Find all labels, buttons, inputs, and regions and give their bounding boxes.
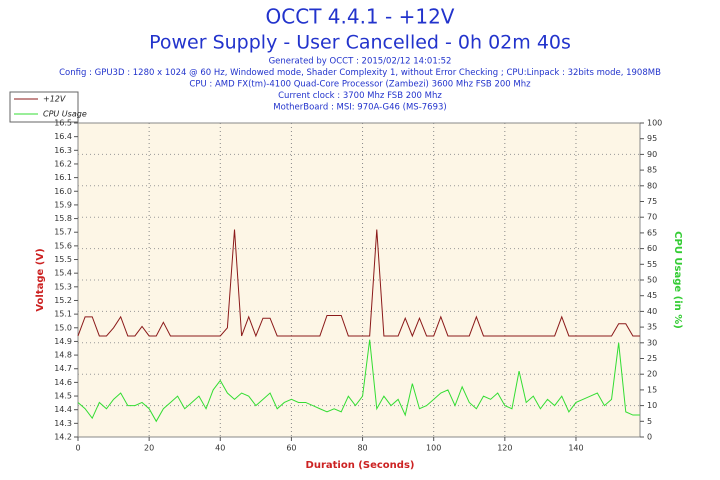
info-line: CPU : AMD FX(tm)-4100 Quad-Core Processo… [189, 80, 531, 90]
y2-tick-label: 70 [647, 213, 657, 222]
y2-tick-label: 25 [647, 354, 657, 363]
y-tick-label: 15.5 [54, 255, 72, 264]
y-tick-label: 15.4 [54, 269, 72, 278]
y2-tick-label: 90 [647, 150, 657, 159]
y-tick-label: 15.6 [54, 241, 72, 250]
y-tick-label: 14.5 [54, 392, 72, 401]
y2-tick-label: 0 [647, 433, 652, 442]
y2-tick-label: 30 [647, 338, 657, 347]
y-tick-label: 16.1 [54, 173, 72, 182]
y2-tick-label: 10 [647, 401, 657, 410]
y2-axis-label: CPU Usage (in %) [672, 231, 683, 329]
info-line: Config : GPU3D : 1280 x 1024 @ 60 Hz, Wi… [59, 68, 661, 78]
info-line: Generated by OCCT : 2015/02/12 14:01:52 [269, 57, 452, 67]
x-axis-label: Duration (Seconds) [306, 460, 415, 471]
y-tick-label: 16.5 [54, 119, 72, 128]
x-tick-label: 80 [357, 444, 367, 453]
y2-tick-label: 75 [647, 197, 657, 206]
y2-tick-label: 85 [647, 166, 657, 175]
series-line [77, 339, 640, 423]
x-tick-label: 20 [144, 444, 154, 453]
x-tick-label: 40 [215, 444, 225, 453]
y-tick-label: 14.8 [54, 351, 72, 360]
legend-label: CPU Usage [43, 110, 87, 119]
y-tick-label: 15.0 [54, 323, 72, 332]
y2-tick-label: 40 [647, 307, 657, 316]
y-tick-label: 15.7 [54, 228, 72, 237]
chart-subtitle: Power Supply - User Cancelled - 0h 02m 4… [149, 32, 571, 54]
y-tick-label: 16.4 [54, 132, 72, 141]
y-tick-label: 15.1 [54, 310, 72, 319]
x-tick-label: 120 [497, 444, 512, 453]
y-tick-label: 16.2 [54, 159, 72, 168]
x-tick-label: 140 [568, 444, 583, 453]
legend-label: +12V [43, 95, 66, 104]
y2-tick-label: 20 [647, 370, 657, 379]
y-tick-label: 14.9 [54, 337, 72, 346]
info-line: Current clock : 3700 Mhz FSB 200 Mhz [278, 91, 442, 101]
y2-tick-label: 60 [647, 244, 657, 253]
y-tick-label: 15.2 [54, 296, 72, 305]
y2-tick-label: 100 [647, 119, 662, 128]
y2-tick-label: 45 [647, 291, 657, 300]
y-tick-label: 14.4 [54, 405, 72, 414]
x-tick-label: 60 [286, 444, 296, 453]
y2-tick-label: 80 [647, 181, 657, 190]
y2-tick-label: 55 [647, 260, 657, 269]
legend [9, 91, 79, 123]
chart-title: OCCT 4.4.1 - +12V [266, 5, 455, 29]
y-tick-label: 15.3 [54, 282, 72, 291]
y2-tick-label: 5 [647, 417, 652, 426]
y-tick-label: 15.9 [54, 200, 72, 209]
y-tick-label: 16.3 [54, 146, 72, 155]
series-line [77, 229, 640, 338]
y-tick-label: 14.2 [54, 433, 72, 442]
y2-tick-label: 15 [647, 385, 657, 394]
y-tick-label: 14.3 [54, 419, 72, 428]
info-line: MotherBoard : MSI: 970A-G46 (MS-7693) [273, 103, 446, 113]
y2-tick-label: 95 [647, 134, 657, 143]
y-axis-label: Voltage (V) [35, 248, 46, 311]
y-tick-label: 14.7 [54, 364, 72, 373]
x-tick-label: 100 [426, 444, 441, 453]
x-tick-label: 0 [75, 444, 80, 453]
y2-tick-label: 65 [647, 228, 657, 237]
y-tick-label: 15.8 [54, 214, 72, 223]
y2-tick-label: 35 [647, 323, 657, 332]
y-tick-label: 16.0 [54, 187, 72, 196]
y-tick-label: 14.6 [54, 378, 72, 387]
y2-tick-label: 50 [647, 276, 657, 285]
